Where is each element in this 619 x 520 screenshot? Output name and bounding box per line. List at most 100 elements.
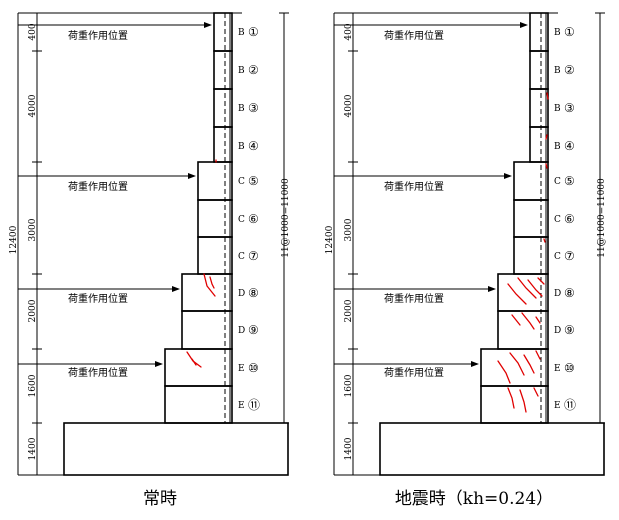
block-type-label: C <box>554 177 561 187</box>
block-type-label: D <box>238 289 245 299</box>
crack-line <box>507 283 527 305</box>
crack-line <box>517 277 537 299</box>
block-type-label: C <box>238 177 245 187</box>
block-type-label: C <box>238 252 245 262</box>
wall-block <box>480 385 549 424</box>
panel-normal: B ①B ②B ③B ④C ⑤C ⑥C ⑦D ⑧D ⑨E ⑩E ⑪400400030002000160… <box>9 12 291 509</box>
crack-line <box>546 92 549 100</box>
crack-line <box>209 276 215 289</box>
block-type-label: C <box>554 252 561 262</box>
block-number-label: ⑥ <box>248 212 259 226</box>
segment-dimension-label: 1600 <box>344 374 354 397</box>
load-position-label: 荷重作用位置 <box>68 180 128 193</box>
load-arrow-head <box>488 286 496 292</box>
wall-block <box>513 236 549 275</box>
block-number-label: ④ <box>564 139 575 153</box>
crack-line <box>186 351 202 368</box>
block-number-label: ⑤ <box>248 174 259 188</box>
block-type-label: B <box>554 28 561 38</box>
block-type-label: E <box>554 364 561 374</box>
segment-dimension-label: 400 <box>344 23 354 40</box>
segment-dimension-label: 1400 <box>28 437 38 460</box>
block-type-label: C <box>554 215 561 225</box>
wall-block <box>213 126 233 163</box>
block-type-label: B <box>238 66 245 76</box>
block-type-label: E <box>554 401 561 411</box>
block-number-label: ① <box>564 25 575 39</box>
segment-dimension-label: 400 <box>28 23 38 40</box>
load-arrow-head <box>520 22 528 28</box>
load-arrow-head <box>172 286 180 292</box>
block-number-label: ⑨ <box>564 323 575 337</box>
total-dimension-label: 12400 <box>9 225 19 254</box>
segment-dimension-label: 4000 <box>28 94 38 117</box>
crack-line <box>527 279 543 297</box>
wall-block <box>197 199 233 238</box>
crack-line <box>511 314 521 326</box>
load-position-label: 荷重作用位置 <box>384 29 444 42</box>
block-number-label: ⑦ <box>564 249 575 263</box>
crack-line <box>535 316 541 324</box>
panel-caption: 地震時（kh=0.24） <box>395 489 553 509</box>
block-number-label: ⑥ <box>564 212 575 226</box>
crack-line <box>535 350 541 360</box>
crack-line <box>519 389 527 413</box>
block-type-label: D <box>238 326 245 336</box>
wall-block <box>529 12 549 52</box>
load-position-label: 荷重作用位置 <box>68 292 128 305</box>
load-arrow-head <box>204 22 212 28</box>
wall-block <box>164 348 233 387</box>
segment-dimension-label: 3000 <box>28 218 38 241</box>
block-type-label: E <box>238 401 245 411</box>
block-number-label: ⑧ <box>248 286 259 300</box>
load-position-label: 荷重作用位置 <box>68 29 128 42</box>
block-number-label: ③ <box>248 101 259 115</box>
segment-dimension-label: 1600 <box>28 374 38 397</box>
block-type-label: B <box>238 28 245 38</box>
wall-block <box>513 161 549 201</box>
crack-line <box>521 312 535 330</box>
load-position-label: 荷重作用位置 <box>68 366 128 379</box>
wall-block <box>529 50 549 90</box>
crack-line <box>509 352 525 376</box>
segment-dimension-label: 4000 <box>344 94 354 117</box>
block-number-label: ⑪ <box>564 398 576 412</box>
wall-block <box>513 199 549 238</box>
foundation-block <box>63 422 289 476</box>
block-type-label: B <box>238 104 245 114</box>
load-position-label: 荷重作用位置 <box>384 366 444 379</box>
wall-block <box>529 126 549 163</box>
pitch-dimension-label: 11@1000=11000 <box>597 178 607 258</box>
crack-line <box>191 358 197 366</box>
panel-seismic: B ①B ②B ③B ④C ⑤C ⑥C ⑦D ⑧D ⑨E ⑩E ⑪400400030002000160… <box>325 12 607 509</box>
panel-caption: 常時 <box>143 489 177 509</box>
block-number-label: ④ <box>248 139 259 153</box>
block-number-label: ① <box>248 25 259 39</box>
segment-dimension-label: 3000 <box>344 218 354 241</box>
segment-dimension-label: 1400 <box>344 437 354 460</box>
block-type-label: C <box>238 215 245 225</box>
block-type-label: E <box>238 364 245 374</box>
block-type-label: D <box>554 326 561 336</box>
block-type-label: B <box>554 104 561 114</box>
wall-block <box>529 88 549 128</box>
segment-dimension-label: 2000 <box>344 299 354 322</box>
segment-dimension-label: 2000 <box>28 299 38 322</box>
wall-block <box>164 385 233 424</box>
crack-line <box>533 387 539 397</box>
pitch-dimension-label: 11@1000=11000 <box>281 178 291 258</box>
block-type-label: D <box>554 289 561 299</box>
block-type-label: B <box>238 142 245 152</box>
block-number-label: ⑩ <box>248 361 259 375</box>
crack-line <box>543 238 546 243</box>
block-type-label: B <box>554 142 561 152</box>
foundation-block <box>379 422 605 476</box>
block-number-label: ⑪ <box>248 398 260 412</box>
load-arrow-head <box>504 173 512 179</box>
wall-block <box>197 236 233 275</box>
load-arrow-head <box>188 173 196 179</box>
load-position-label: 荷重作用位置 <box>384 292 444 305</box>
crack-line <box>545 134 548 140</box>
